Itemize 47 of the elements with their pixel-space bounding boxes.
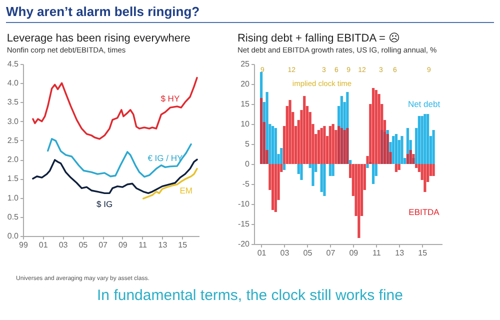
y-tick-label: 0 <box>245 160 250 168</box>
y-tick-label: -5 <box>242 180 250 188</box>
y-tick-label: 1.5 <box>7 174 20 184</box>
x-tick-label: 09 <box>349 248 359 258</box>
x-tick-label: 15 <box>418 248 428 258</box>
y-tick-label: 4.0 <box>7 78 20 88</box>
series-label: $ HY <box>160 94 180 104</box>
x-tick-label: 11 <box>138 240 148 250</box>
x-tick-label: 05 <box>303 248 313 258</box>
series-label: $ IG <box>96 199 113 210</box>
y-tick-label: 0.5 <box>7 212 20 222</box>
x-tick-label: 05 <box>78 240 88 250</box>
y-tick-label: 2.5 <box>7 136 20 145</box>
text: EBITDA <box>408 207 440 217</box>
y-tick-label: 0.0 <box>7 232 20 240</box>
y-tick-label: 5 <box>245 140 250 148</box>
x-tick-label: 01 <box>38 240 48 250</box>
chart-title: Leverage has been rising everywhere <box>6 32 190 44</box>
chart-title: Rising debt + falling EBITDA = ☹ <box>237 32 400 44</box>
text: Why aren’t alarm bells ringing? <box>6 4 494 23</box>
x-tick-label: 13 <box>158 240 168 250</box>
y-tick-label: 4.5 <box>7 60 20 68</box>
y-tick-label: 1.0 <box>7 193 20 202</box>
y-tick-label: 20 <box>240 80 250 88</box>
y-tick-label: 10 <box>240 120 250 128</box>
y-tick-label: 15 <box>240 100 250 108</box>
series-label: EM <box>180 186 192 196</box>
x-tick-label: 99 <box>19 240 28 250</box>
x-tick-label: 03 <box>280 248 290 258</box>
x-tick-label: 01 <box>257 248 267 258</box>
x-tick-label: 09 <box>118 240 128 250</box>
y-tick-label: -15 <box>238 220 250 228</box>
x-tick-label: 13 <box>395 248 405 258</box>
x-tick-label: 07 <box>326 248 336 258</box>
series-label: € IG / HY <box>148 153 183 164</box>
text: In fundamental terms, the clock still works fine <box>96 287 404 304</box>
y-tick-label: 3.5 <box>7 98 20 107</box>
y-tick-label: 25 <box>240 60 250 68</box>
x-tick-label: 11 <box>372 248 382 258</box>
series-label: Net debt <box>408 99 441 109</box>
y-tick-label: -10 <box>238 200 250 208</box>
x-tick-label: 07 <box>98 240 108 250</box>
x-tick-label: 15 <box>178 240 188 250</box>
y-tick-label: 3.0 <box>7 116 20 126</box>
y-tick-label: 2.0 <box>7 155 20 164</box>
x-tick-label: 03 <box>58 240 68 250</box>
y-tick-label: -20 <box>238 240 250 248</box>
